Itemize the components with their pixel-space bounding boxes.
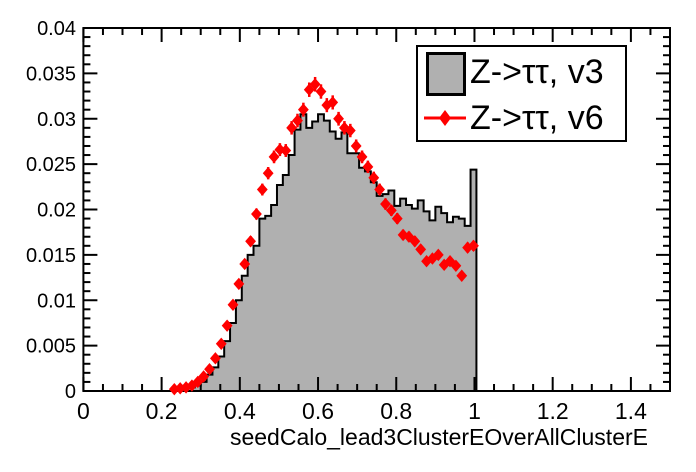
axis-ticks (82, 27, 670, 392)
y-tick-label: 0.02 (37, 200, 76, 222)
x-axis-title: seedCalo_lead3ClusterEOverAllClusterE (230, 424, 648, 450)
legend-entry-v6: Z->ττ, v6 (418, 94, 625, 142)
y-tick-label: 0.04 (37, 18, 76, 40)
y-tick-label: 0.015 (26, 245, 76, 267)
x-tick-label: 1.4 (615, 398, 647, 424)
legend-entry-label: Z->ττ, v3 (470, 53, 604, 91)
x-tick-label: 0.6 (302, 398, 334, 424)
legend: Z->ττ, v3 Z->ττ, v6 (416, 45, 627, 142)
x-tick-label: 1.2 (537, 398, 569, 424)
y-tick-label: 0.035 (26, 63, 76, 85)
y-tick-label: 0.03 (37, 109, 76, 131)
y-tick-label: 0.01 (37, 290, 76, 312)
y-tick-label: 0.005 (26, 336, 76, 358)
x-tick-label: 0 (77, 398, 90, 424)
y-tick-label: 0 (65, 381, 76, 403)
gray-fill-swatch-icon (426, 52, 466, 96)
x-tick-label: 0.4 (224, 398, 256, 424)
legend-key-v3 (418, 48, 470, 96)
x-tick-label: 0.8 (380, 398, 412, 424)
legend-entry-v3: Z->ττ, v3 (418, 48, 625, 96)
x-tick-label: 0.2 (146, 398, 178, 424)
y-tick-label: 0.025 (26, 154, 76, 176)
legend-entry-label: Z->ττ, v6 (470, 99, 604, 137)
x-tick-label: 1 (468, 398, 481, 424)
legend-key-v6 (418, 94, 470, 142)
gray-histogram-v3 (170, 113, 478, 392)
red-marker-line-icon (424, 110, 466, 126)
red-data-points-v6 (168, 76, 479, 396)
